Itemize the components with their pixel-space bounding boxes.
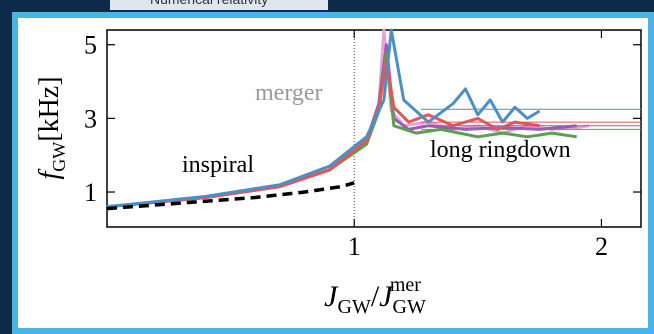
y-tick-label: 5 <box>84 31 97 60</box>
slide-title: Numerical relativity <box>110 0 329 10</box>
annotation: inspiral <box>182 152 254 178</box>
x-axis-label: JGW/JGWmer <box>324 274 426 318</box>
x-tick-label: 2 <box>595 232 608 261</box>
annotation: merger <box>255 80 323 106</box>
y-tick-label: 1 <box>84 178 97 207</box>
x-label-part: GW <box>393 296 426 318</box>
y-axis-label: fGW[kHz] <box>34 76 69 179</box>
series-line <box>106 181 355 211</box>
x-label-part: / <box>371 280 380 313</box>
x-label-part: mer <box>390 274 421 296</box>
annotation: long ringdown <box>430 137 571 163</box>
x-label-part: GW <box>338 296 371 318</box>
y-label-part: GW <box>49 142 69 172</box>
y-label-part: [kHz] <box>34 76 65 141</box>
x-label-part: J <box>379 280 394 313</box>
x-label-part: J <box>324 280 339 313</box>
y-label-part: f <box>34 169 65 180</box>
x-tick-label: 1 <box>348 232 361 261</box>
y-tick-label: 3 <box>84 104 97 133</box>
